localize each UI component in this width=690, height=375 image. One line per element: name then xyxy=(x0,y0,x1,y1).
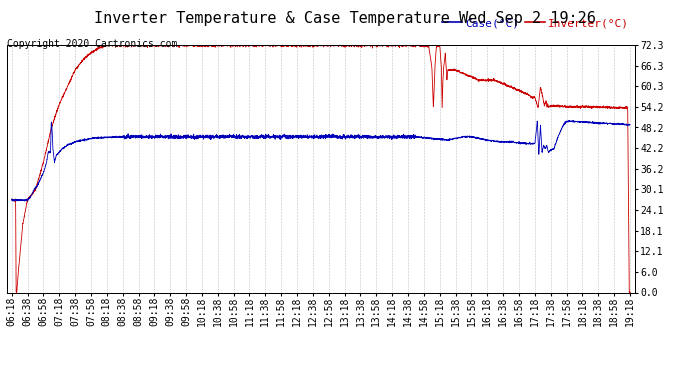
Text: Copyright 2020 Cartronics.com: Copyright 2020 Cartronics.com xyxy=(7,39,177,50)
Legend: Case(°C), Inverter(°C): Case(°C), Inverter(°C) xyxy=(442,18,629,28)
Text: Inverter Temperature & Case Temperature Wed Sep 2 19:26: Inverter Temperature & Case Temperature … xyxy=(94,11,596,26)
